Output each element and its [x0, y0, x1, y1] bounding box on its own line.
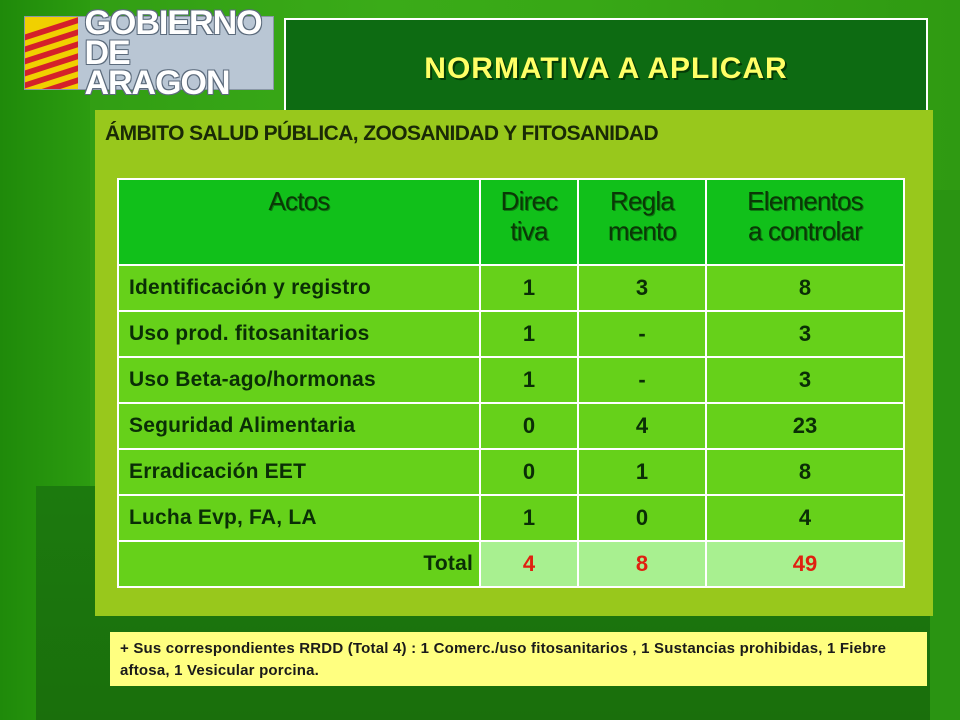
row-acto: Seguridad Alimentaria	[117, 402, 481, 450]
row-elementos: 8	[705, 264, 905, 312]
row-acto: Erradicación EET	[117, 448, 481, 496]
row-elementos: 3	[705, 310, 905, 358]
row-reglamento: 1	[577, 448, 707, 496]
table-row: Uso prod. fitosanitarios 1 - 3	[117, 310, 905, 358]
header-elementos-line1: Elementos	[747, 186, 863, 216]
background-right-band	[930, 190, 960, 720]
header-reglamento-line2: mento	[607, 216, 677, 246]
footnote-box: + Sus correspondientes RRDD (Total 4) : …	[110, 632, 927, 686]
row-directiva: 1	[479, 310, 579, 358]
table-row: Seguridad Alimentaria 0 4 23	[117, 402, 905, 450]
row-directiva: 1	[479, 494, 579, 542]
row-acto: Uso Beta-ago/hormonas	[117, 356, 481, 404]
total-label: Total	[117, 540, 481, 588]
header-reglamento-line1: Regla	[610, 186, 675, 216]
row-directiva: 0	[479, 448, 579, 496]
row-elementos: 23	[705, 402, 905, 450]
header-actos: Actos	[117, 178, 481, 266]
total-elementos: 49	[705, 540, 905, 588]
header-elementos-line2: a controlar	[747, 216, 863, 246]
row-elementos: 8	[705, 448, 905, 496]
row-reglamento: -	[577, 356, 707, 404]
normativa-table: Actos Direc tiva Regla mento Elementos a…	[117, 178, 905, 588]
aragon-flag-icon	[25, 17, 79, 89]
total-reglamento: 8	[577, 540, 707, 588]
header-directiva-line1: Direc	[500, 186, 558, 216]
total-directiva: 4	[479, 540, 579, 588]
header-elementos: Elementos a controlar	[705, 178, 905, 266]
table-row: Lucha Evp, FA, LA 1 0 4	[117, 494, 905, 542]
panel-heading: ÁMBITO SALUD PÚBLICA, ZOOSANIDAD Y FITOS…	[105, 122, 659, 145]
table-row: Erradicación EET 0 1 8	[117, 448, 905, 496]
logo-wordmark: GOBIERNO DE ARAGON	[84, 4, 273, 102]
row-acto: Uso prod. fitosanitarios	[117, 310, 481, 358]
slide-title: NORMATIVA A APLICAR	[424, 52, 788, 85]
logo-line-1: GOBIERNO	[84, 4, 262, 42]
header-directiva-line2: tiva	[510, 216, 548, 246]
header-actos-label: Actos	[268, 186, 330, 216]
table-header-row: Actos Direc tiva Regla mento Elementos a…	[117, 178, 905, 266]
gobierno-aragon-logo: GOBIERNO DE ARAGON	[24, 6, 274, 100]
row-elementos: 4	[705, 494, 905, 542]
row-reglamento: 3	[577, 264, 707, 312]
row-reglamento: -	[577, 310, 707, 358]
header-directiva: Direc tiva	[479, 178, 579, 266]
table-row: Uso Beta-ago/hormonas 1 - 3	[117, 356, 905, 404]
row-directiva: 1	[479, 356, 579, 404]
logo-line-2: DE ARAGON	[84, 34, 230, 102]
table-total-row: Total 4 8 49	[117, 540, 905, 588]
content-panel: ÁMBITO SALUD PÚBLICA, ZOOSANIDAD Y FITOS…	[95, 110, 933, 616]
row-reglamento: 4	[577, 402, 707, 450]
row-acto: Identificación y registro	[117, 264, 481, 312]
row-acto: Lucha Evp, FA, LA	[117, 494, 481, 542]
header-reglamento: Regla mento	[577, 178, 707, 266]
row-elementos: 3	[705, 356, 905, 404]
row-reglamento: 0	[577, 494, 707, 542]
title-box: NORMATIVA A APLICAR	[284, 18, 928, 112]
row-directiva: 1	[479, 264, 579, 312]
row-directiva: 0	[479, 402, 579, 450]
table-row: Identificación y registro 1 3 8	[117, 264, 905, 312]
